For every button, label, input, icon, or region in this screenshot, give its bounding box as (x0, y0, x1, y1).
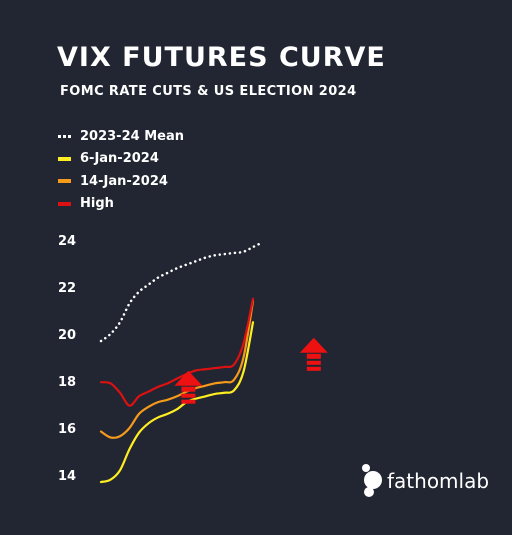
chart-title: VIX FUTURES CURVE (57, 42, 386, 73)
y-tick-label: 18 (58, 375, 76, 390)
legend-item-jan14: 14-Jan-2024 (58, 170, 184, 193)
chart-subtitle: FOMC RATE CUTS & US ELECTION 2024 (60, 84, 357, 99)
legend-label-mean: 2023-24 Mean (80, 128, 184, 144)
legend-label-jan14: 14-Jan-2024 (80, 173, 168, 189)
legend-item-jan6: 6-Jan-2024 (58, 148, 184, 171)
y-tick-label: 20 (58, 328, 76, 343)
up-arrow-annotation (174, 370, 203, 404)
series-line-jan6 (99, 321, 255, 484)
brand: fathomlab (360, 463, 489, 499)
legend-swatch-high (58, 201, 71, 206)
legend-swatch-jan14 (58, 179, 71, 184)
series-line-mean (99, 241, 264, 343)
brand-name: fathomlab (387, 469, 490, 493)
y-tick-label: 16 (58, 422, 76, 437)
legend-item-mean: 2023-24 Mean (58, 125, 184, 148)
legend-swatch-mean (58, 134, 71, 138)
fathomlab-logo-icon (362, 464, 382, 497)
series-line-jan14 (99, 300, 255, 439)
legend-item-high: High (58, 193, 184, 216)
legend-label-high: High (80, 196, 114, 212)
series-line-high (99, 297, 255, 407)
legend-label-jan6: 6-Jan-2024 (80, 151, 159, 167)
legend-swatch-jan6 (58, 156, 71, 161)
legend: 2023-24 Mean 6-Jan-2024 14-Jan-2024 High (58, 125, 184, 215)
up-arrow-annotation (299, 337, 328, 371)
y-tick-label: 22 (58, 281, 76, 296)
y-tick-label: 14 (58, 469, 76, 484)
y-tick-label: 24 (58, 234, 76, 249)
